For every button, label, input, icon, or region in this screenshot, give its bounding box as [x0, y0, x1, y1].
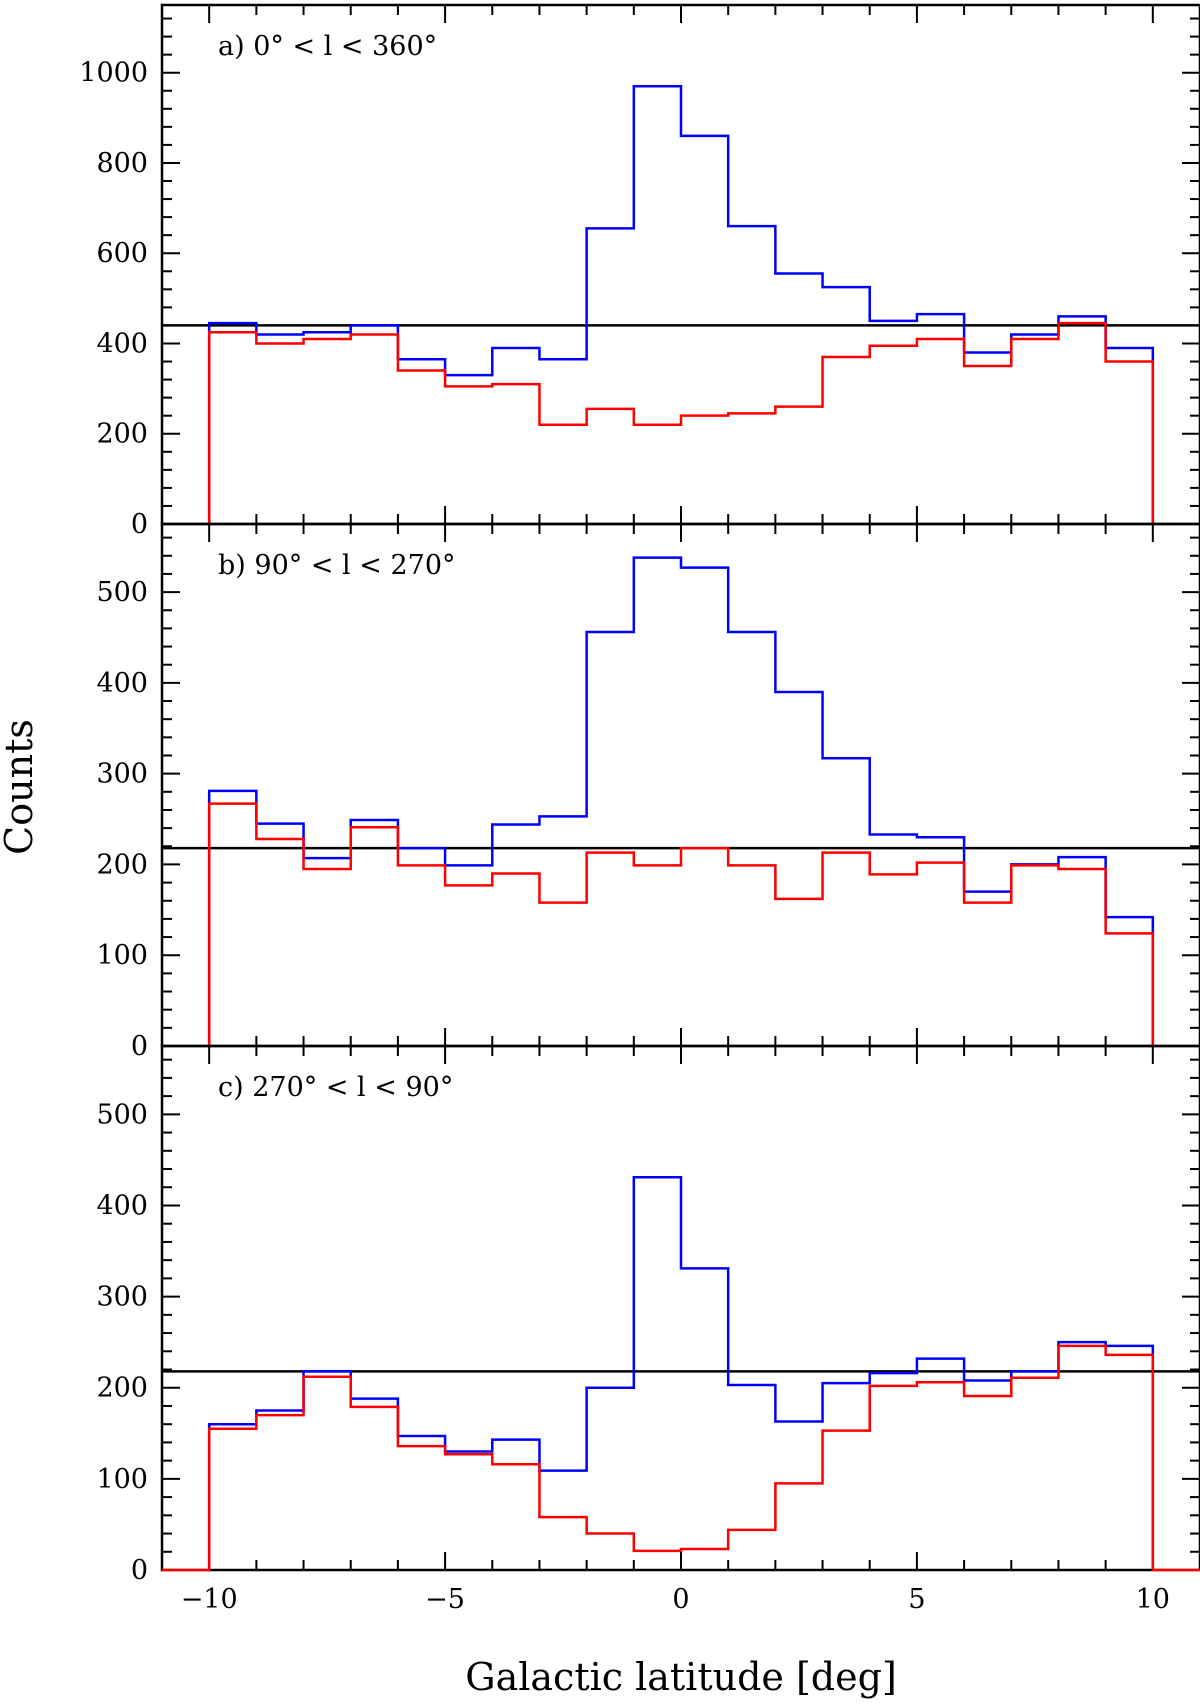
y-tick-label: 100 — [96, 940, 148, 971]
panel-1: 0 200 400 600 800 1000 a) 0° < l < 360° — [79, 3, 1200, 540]
blue-histogram-series — [207, 1175, 1155, 1570]
y-tick-label: 200 — [96, 419, 148, 450]
panel-frame — [160, 3, 1200, 526]
y-tick-label: 1000 — [79, 58, 148, 89]
panel-label: b) 90° < l < 270° — [218, 550, 456, 581]
y-tick-label: 600 — [96, 238, 148, 269]
panel-label: c) 270° < l < 90° — [218, 1072, 453, 1103]
y-tick-label: 100 — [96, 1464, 148, 1495]
panel-frame — [160, 1044, 1200, 1572]
y-tick-label: 200 — [96, 849, 148, 880]
panel-3: 0 100 200 300 400 500 c) 270° < l < 90° — [96, 1044, 1200, 1586]
x-tick-label: 10 — [1136, 1584, 1170, 1615]
x-tick-label: 5 — [908, 1584, 925, 1615]
y-tick-label: 800 — [96, 148, 148, 179]
red-histogram-series — [207, 802, 1155, 1046]
red-histogram-series — [162, 1344, 1200, 1572]
panel-2: 0 100 200 300 400 500 b) 90° < l < 270° — [96, 522, 1200, 1062]
y-axis-title: Counts — [0, 719, 41, 855]
x-tick-label: 0 — [672, 1584, 689, 1615]
blue-histogram-series — [207, 556, 1155, 1046]
panel-frame — [160, 522, 1200, 1048]
y-tick-label: 500 — [96, 1099, 148, 1130]
x-tick-label: −10 — [181, 1584, 238, 1615]
blue-histogram-series — [207, 84, 1155, 524]
y-tick-label: 400 — [96, 328, 148, 359]
y-tick-label: 400 — [96, 1190, 148, 1221]
red-histogram-series — [207, 321, 1155, 524]
y-tick-label: 300 — [96, 1282, 148, 1313]
y-tick-label: 0 — [131, 1555, 148, 1586]
y-tick-label: 0 — [131, 509, 148, 540]
y-tick-label: 500 — [96, 577, 148, 608]
y-tick-label: 300 — [96, 759, 148, 790]
y-tick-label: 400 — [96, 668, 148, 699]
panel-label: a) 0° < l < 360° — [218, 31, 437, 62]
y-tick-label: 0 — [131, 1031, 148, 1062]
y-tick-label: 200 — [96, 1373, 148, 1404]
x-tick-label: −5 — [425, 1584, 465, 1615]
x-axis-title: Galactic latitude [deg] — [465, 1655, 897, 1699]
